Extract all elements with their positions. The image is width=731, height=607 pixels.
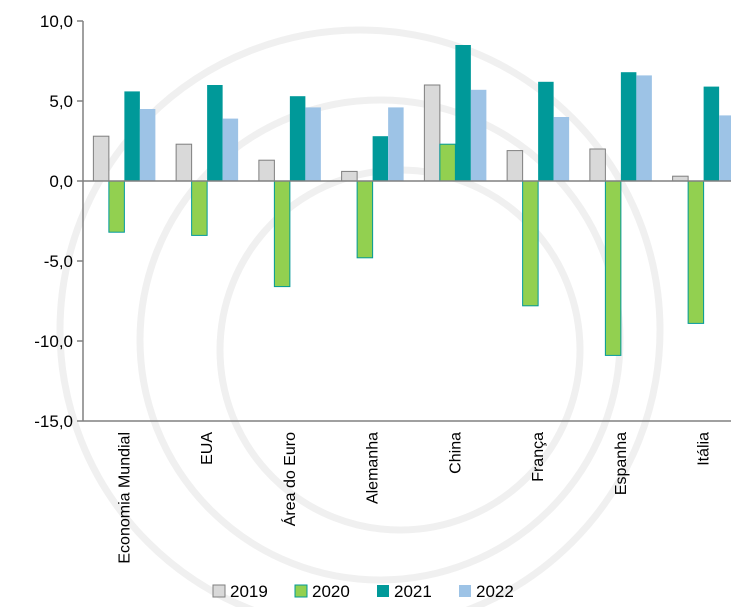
bar-2022 bbox=[222, 118, 239, 181]
legend-swatch-2019 bbox=[212, 584, 226, 598]
bar-2022 bbox=[553, 117, 570, 181]
bar-2019 bbox=[175, 143, 193, 182]
bar-2021 bbox=[455, 45, 471, 181]
y-tick-label: -15,0 bbox=[34, 412, 73, 431]
legend-label-2022: 2022 bbox=[476, 582, 514, 601]
legend-label-2019: 2019 bbox=[230, 582, 268, 601]
category-label: Economia Mundial bbox=[116, 432, 133, 564]
bar-2020 bbox=[191, 180, 208, 236]
bar-2019 bbox=[92, 135, 110, 182]
bar-2022 bbox=[470, 89, 487, 181]
bar-2020 bbox=[439, 143, 456, 182]
legend-swatch-2020 bbox=[294, 584, 308, 598]
bar-2019 bbox=[423, 84, 441, 182]
x-axis-category-labels: Economia Mundial EUA Área do Euro Alemanha C… bbox=[116, 432, 712, 564]
y-tick-label: 5,0 bbox=[49, 92, 73, 111]
bar-2020 bbox=[356, 180, 374, 259]
category-label: EUA bbox=[199, 432, 216, 465]
category-label: Alemanha bbox=[365, 432, 382, 504]
category-label: China bbox=[447, 432, 464, 474]
bar-2022 bbox=[636, 75, 652, 181]
category-label: Área do Euro bbox=[280, 432, 299, 526]
bar-2019 bbox=[341, 170, 358, 182]
category-label: Itália bbox=[696, 432, 713, 466]
bar-2019 bbox=[589, 148, 606, 182]
bar-2022 bbox=[139, 109, 156, 181]
legend-swatch-2021 bbox=[377, 585, 389, 597]
bar-2020 bbox=[522, 180, 539, 307]
bar-2021 bbox=[620, 72, 637, 181]
y-axis-tick-labels: 10,0 5,0 0,0 -5,0 -10,0 -15,0 bbox=[34, 12, 83, 431]
category-label: Espanha bbox=[613, 432, 630, 495]
bar-2020 bbox=[604, 180, 622, 356]
bar-2022 bbox=[305, 107, 321, 181]
bar-2019 bbox=[506, 150, 524, 182]
category-label: França bbox=[530, 432, 547, 482]
bar-2021 bbox=[207, 85, 223, 181]
legend: 2019 2020 2021 2022 bbox=[212, 582, 514, 601]
bar-2021 bbox=[372, 136, 389, 181]
bar-2019 bbox=[258, 159, 275, 182]
y-tick-label: -5,0 bbox=[44, 252, 73, 271]
bar-2022 bbox=[388, 107, 404, 181]
bar-2020 bbox=[273, 180, 291, 288]
bar-2020 bbox=[108, 180, 125, 233]
y-tick-label: -10,0 bbox=[34, 332, 73, 351]
legend-swatch-2022 bbox=[459, 585, 471, 597]
bar-2022 bbox=[719, 115, 731, 181]
legend-label-2021: 2021 bbox=[394, 582, 432, 601]
bar-2021 bbox=[703, 86, 720, 181]
y-tick-label: 0,0 bbox=[49, 172, 73, 191]
y-tick-label: 10,0 bbox=[40, 12, 73, 31]
bar-2021 bbox=[289, 96, 306, 181]
bars bbox=[92, 45, 731, 356]
bar-2020 bbox=[687, 180, 705, 324]
bar-2021 bbox=[538, 81, 554, 181]
bar-2021 bbox=[124, 91, 140, 181]
legend-label-2020: 2020 bbox=[312, 582, 350, 601]
